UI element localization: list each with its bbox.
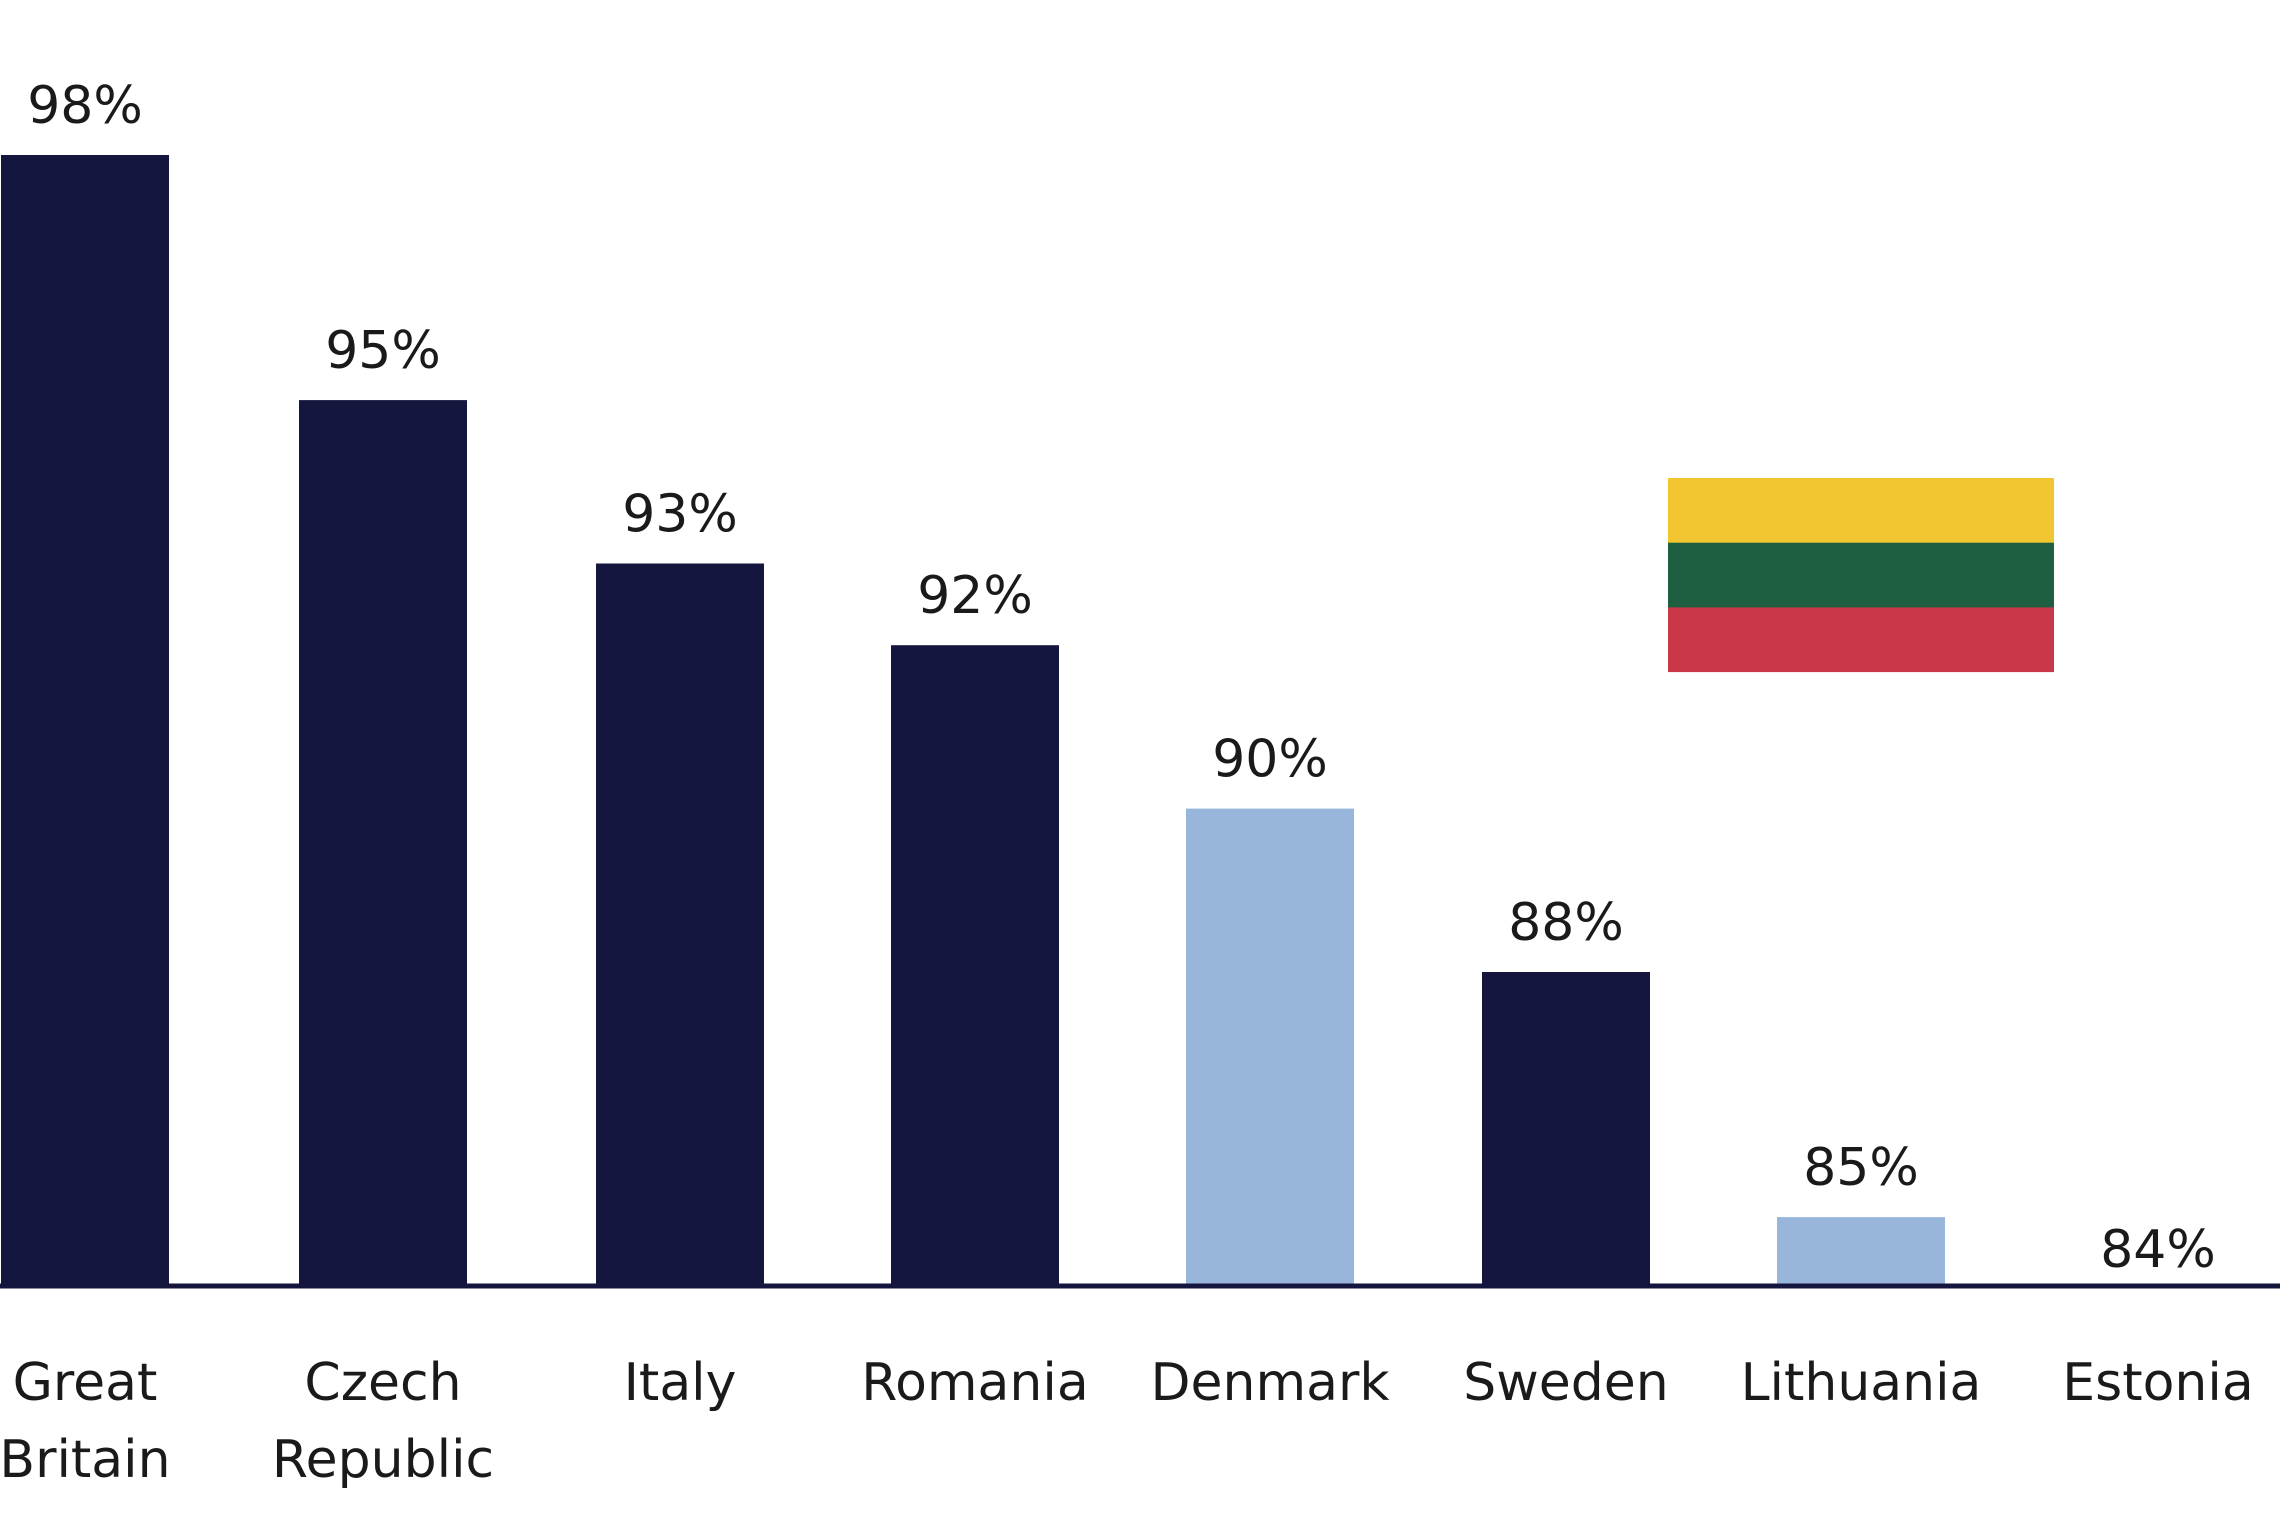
category-label-4: Denmark [1150,1353,1389,1413]
category-label-line: Estonia [2062,1353,2253,1413]
value-label-0: 98% [27,76,143,136]
category-label-6: Lithuania [1741,1353,1982,1413]
category-label-line: Italy [624,1353,737,1413]
category-label-line: Denmark [1150,1353,1389,1413]
value-label-6: 85% [1803,1138,1919,1198]
bar-0 [1,155,169,1286]
value-label-3: 92% [917,566,1033,626]
value-label-4: 90% [1212,730,1328,790]
value-labels: 98% 95% 93% 92% 90% 88% 85% 84% [27,76,2216,1280]
category-label-5: Sweden [1463,1353,1669,1413]
flag-stripe-1 [1668,542,2054,608]
bar-4 [1186,808,1354,1286]
category-label-line: Sweden [1463,1353,1669,1413]
category-label-7: Estonia [2062,1353,2253,1413]
category-labels: Great Britain Czech Republic Italy Romania Den… [0,1353,2254,1490]
value-label-7: 84% [2100,1220,2216,1280]
bar-3 [891,645,1059,1286]
value-label-2: 93% [622,485,738,545]
bar-1 [299,400,467,1287]
category-label-line: Britain [0,1430,171,1490]
category-label-line: Romania [861,1353,1088,1413]
category-label-line: Lithuania [1741,1353,1982,1413]
flag-stripe-0 [1668,478,2054,544]
bars [1,155,1945,1287]
value-label-1: 95% [325,321,441,381]
bar-5 [1482,972,1650,1286]
category-label-line: Great [13,1353,158,1413]
lithuania-flag-icon [1668,478,2054,673]
flag-stripe-2 [1668,607,2054,673]
value-label-5: 88% [1508,893,1624,953]
category-label-2: Italy [624,1353,737,1413]
bar-6 [1777,1217,1945,1286]
category-label-3: Romania [861,1353,1088,1413]
category-label-line: Czech [304,1353,461,1413]
bar-2 [596,563,764,1286]
category-label-0: Great Britain [0,1353,171,1490]
category-label-line: Republic [272,1430,494,1490]
category-label-1: Czech Republic [272,1353,494,1490]
